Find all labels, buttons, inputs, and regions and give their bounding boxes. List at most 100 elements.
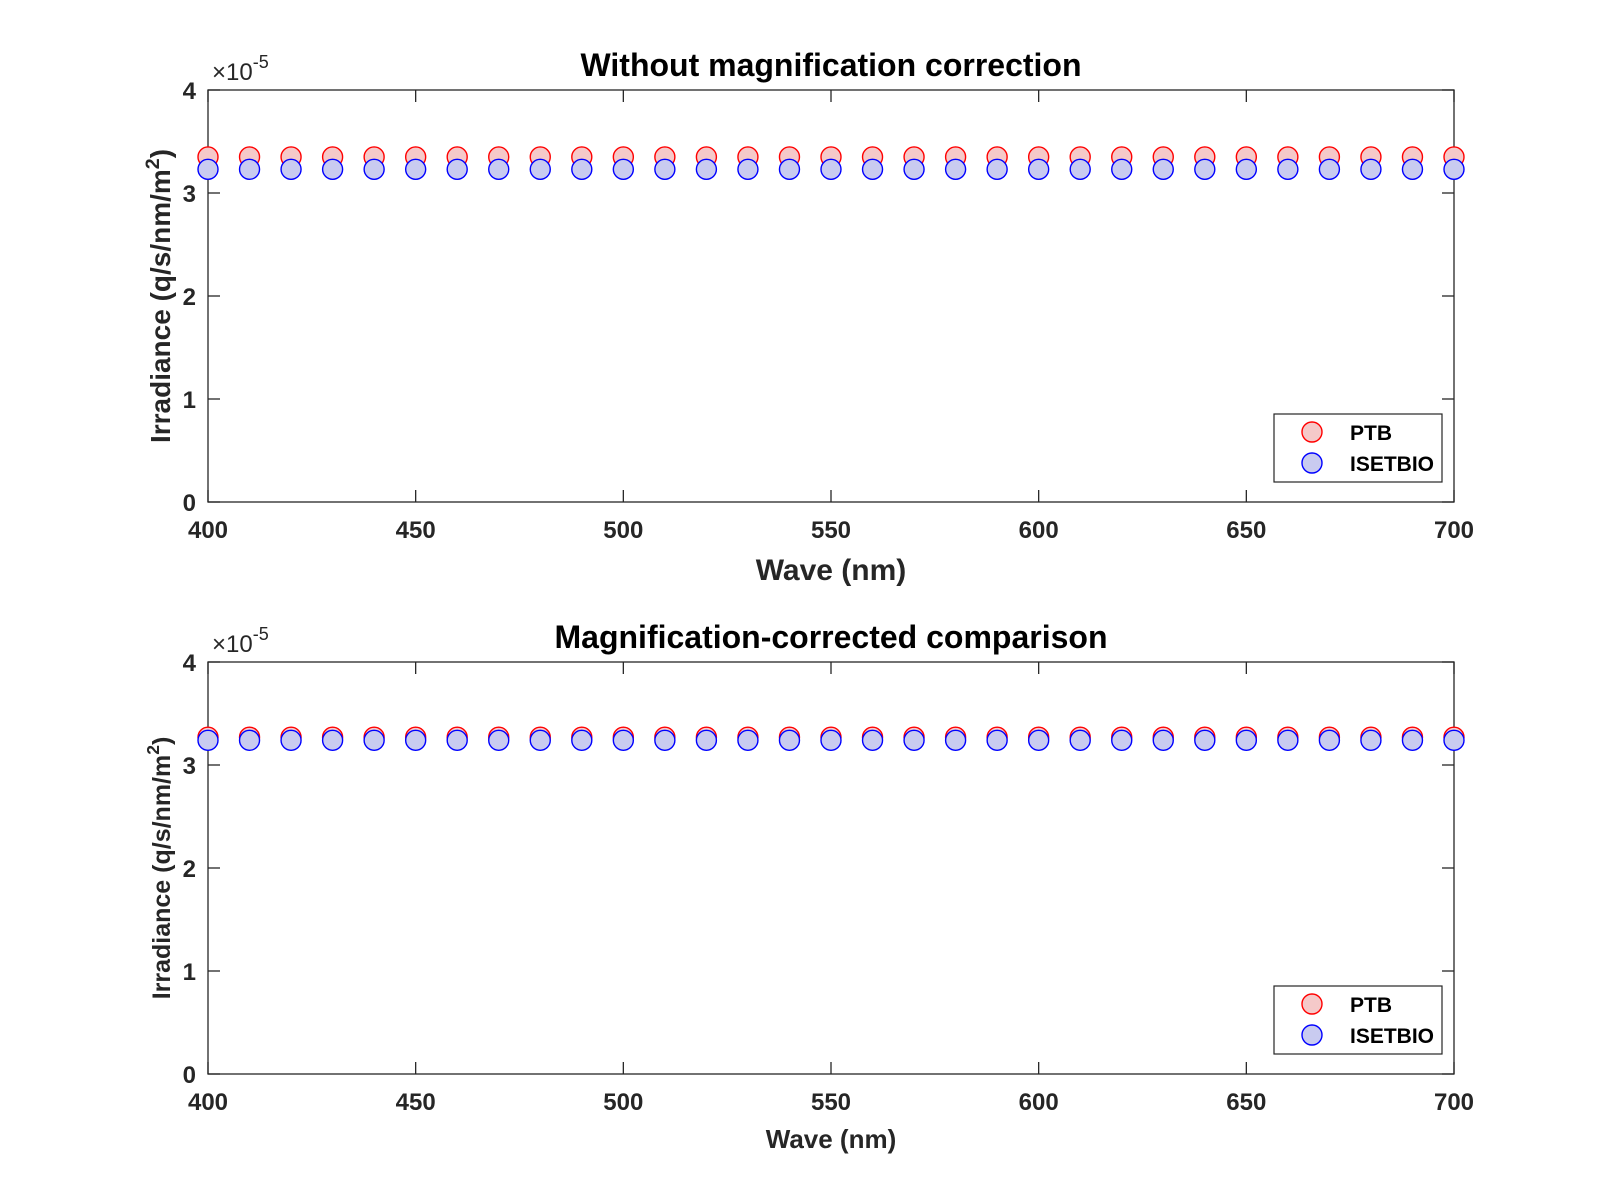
y-axis-label-sup: 2 (143, 745, 163, 755)
series-isetbio (197, 729, 1465, 751)
data-point (321, 729, 344, 751)
y-axis-label-main: Irradiance (q/s/nm/m (148, 755, 176, 1000)
data-point (654, 158, 676, 181)
chart-panel-2: 400 450 500 550 600 650 700 0 1 2 3 4 ×10-5 Magnifica… (143, 619, 1474, 1154)
y-axis-label-sup: 2 (142, 158, 164, 169)
chart-panel-1: 400 450 500 550 600 650 700 0 1 2 3 4 ×10-5 Without m… (142, 47, 1474, 587)
data-point (1360, 158, 1382, 181)
x-tick-label: 400 (188, 517, 228, 544)
y-tick-label: 3 (183, 753, 196, 780)
data-point (1443, 729, 1465, 751)
data-point (1401, 729, 1424, 751)
data-point (1111, 158, 1133, 181)
data-point (1443, 158, 1465, 181)
legend-marker-ptb (1301, 993, 1323, 1015)
y-tick-label: 4 (183, 78, 197, 105)
data-point (737, 158, 759, 181)
legend-label-ptb: PTB (1350, 422, 1392, 445)
x-tick-label: 550 (811, 1089, 851, 1116)
data-point (1111, 729, 1133, 751)
data-point (778, 729, 801, 751)
legend-label-isetbio: ISETBIO (1350, 1025, 1434, 1048)
data-point (1194, 729, 1216, 751)
x-tick-label: 500 (603, 517, 643, 544)
data-point (695, 729, 718, 751)
y-tick-label: 1 (183, 387, 196, 414)
data-point (1152, 158, 1174, 181)
data-point (404, 729, 427, 751)
plot-area (207, 661, 1455, 1075)
exponent-label: ×10-5 (212, 624, 269, 658)
exponent-label: ×10-5 (212, 52, 269, 86)
y-tick-label: 3 (183, 181, 196, 208)
data-point (1318, 158, 1341, 181)
y-tick-label: 0 (183, 490, 196, 517)
exponent-base: ×10 (212, 631, 253, 658)
data-point (529, 158, 551, 181)
legend: PTB ISETBIO (1273, 985, 1443, 1055)
data-point (1235, 729, 1258, 751)
data-point (778, 158, 801, 181)
data-point (321, 158, 344, 181)
data-point (197, 729, 219, 751)
data-point (986, 729, 1008, 751)
legend: PTB ISETBIO (1273, 413, 1443, 483)
legend-marker-isetbio (1301, 452, 1323, 474)
data-point (612, 158, 635, 181)
data-point (446, 729, 468, 751)
x-tick-label: 700 (1434, 517, 1474, 544)
x-tick-label: 700 (1434, 1089, 1474, 1116)
data-point (1360, 729, 1382, 751)
data-point (1277, 158, 1299, 181)
data-point (238, 729, 261, 751)
x-tick-label: 400 (188, 1089, 228, 1116)
x-tick-label: 600 (1019, 517, 1059, 544)
x-tick-label: 500 (603, 1089, 643, 1116)
data-point (944, 729, 967, 751)
data-point (903, 729, 925, 751)
y-axis-label-close: ) (148, 737, 176, 745)
data-point (861, 729, 884, 751)
legend-box (1273, 985, 1443, 1055)
y-tick-label: 4 (183, 650, 197, 677)
y-tick-label: 2 (183, 856, 196, 883)
x-tick-label: 650 (1226, 517, 1266, 544)
x-tick-label: 450 (396, 1089, 436, 1116)
data-point (529, 729, 551, 751)
y-tick-label: 1 (183, 959, 196, 986)
data-point (1027, 729, 1050, 751)
data-point (280, 158, 302, 181)
data-point (488, 158, 510, 181)
data-point (446, 158, 468, 181)
series-isetbio (197, 158, 1465, 181)
x-tick-label: 550 (811, 517, 851, 544)
y-axis-label-main: Irradiance (q/s/nm/m (145, 169, 176, 443)
data-point (654, 729, 676, 751)
data-point (1027, 158, 1050, 181)
data-point (1277, 729, 1299, 751)
y-axis-label: Irradiance (q/s/nm/m2) (142, 149, 176, 443)
data-point (1401, 158, 1424, 181)
legend-label-ptb: PTB (1350, 994, 1392, 1017)
data-point (1235, 158, 1258, 181)
x-axis-label: Wave (nm) (766, 1124, 897, 1154)
data-point (363, 729, 385, 751)
data-point (737, 729, 759, 751)
data-point (238, 158, 261, 181)
legend-label-isetbio: ISETBIO (1350, 453, 1434, 476)
data-point (571, 729, 593, 751)
data-point (861, 158, 884, 181)
data-point (820, 158, 842, 181)
data-point (612, 729, 635, 751)
data-point (986, 158, 1008, 181)
y-axis-label-close: ) (145, 149, 176, 158)
legend-box (1273, 413, 1443, 483)
exponent-base: ×10 (212, 59, 253, 86)
data-point (820, 729, 842, 751)
data-point (404, 158, 427, 181)
data-point (1069, 729, 1091, 751)
x-tick-label: 600 (1019, 1089, 1059, 1116)
data-point (1194, 158, 1216, 181)
legend-marker-isetbio (1301, 1024, 1323, 1046)
